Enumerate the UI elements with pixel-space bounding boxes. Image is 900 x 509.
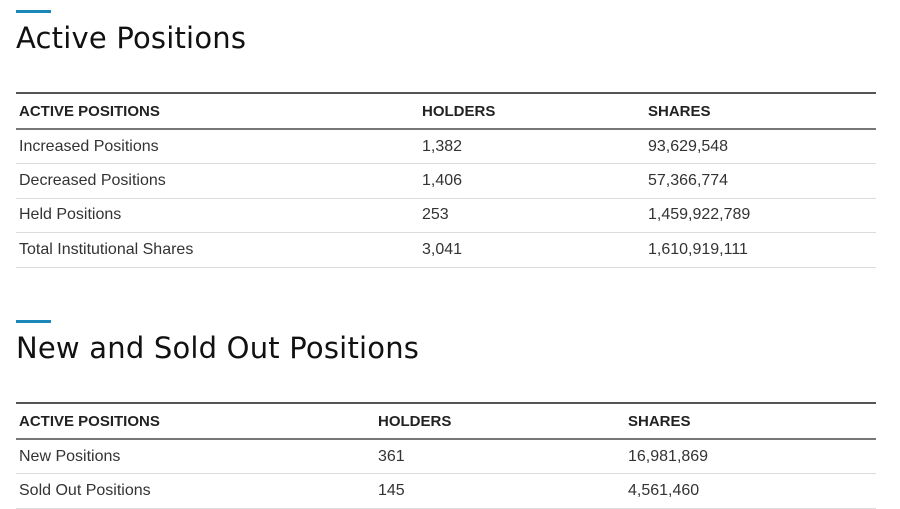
row-holders: 1,406 <box>419 163 645 199</box>
column-header-shares: SHARES <box>625 402 876 440</box>
row-label: Increased Positions <box>16 129 419 164</box>
column-header-holders: HOLDERS <box>375 402 625 440</box>
row-shares: 16,981,869 <box>625 439 876 474</box>
row-shares: 4,561,460 <box>625 473 876 509</box>
row-holders: 145 <box>375 473 625 509</box>
section-title: Active Positions <box>16 21 247 55</box>
table-row: Held Positions 253 1,459,922,789 <box>16 198 876 233</box>
row-label: New Positions <box>16 439 375 474</box>
table-row: Total Institutional Shares 3,041 1,610,9… <box>16 232 876 268</box>
row-shares: 1,459,922,789 <box>645 198 876 233</box>
row-shares: 1,610,919,111 <box>645 232 876 268</box>
column-header-holders: HOLDERS <box>419 92 645 130</box>
row-label: Sold Out Positions <box>16 473 375 509</box>
column-header-shares: SHARES <box>645 92 876 130</box>
new-and-sold-out-section: New and Sold Out Positions ACTIVE POSITI… <box>16 310 876 509</box>
column-header-positions: ACTIVE POSITIONS <box>16 402 375 440</box>
table-header-row: ACTIVE POSITIONS HOLDERS SHARES <box>16 92 876 130</box>
table-row: Decreased Positions 1,406 57,366,774 <box>16 163 876 199</box>
section-accent-bar <box>16 10 51 13</box>
table-row: New Positions 361 16,981,869 <box>16 439 876 474</box>
row-holders: 253 <box>419 198 645 233</box>
active-positions-table: ACTIVE POSITIONS HOLDERS SHARES Increase… <box>16 92 876 268</box>
active-positions-section: Active Positions ACTIVE POSITIONS HOLDER… <box>16 0 876 268</box>
row-label: Decreased Positions <box>16 163 419 199</box>
section-accent-bar <box>16 320 51 323</box>
column-header-positions: ACTIVE POSITIONS <box>16 92 419 130</box>
table-row: Increased Positions 1,382 93,629,548 <box>16 129 876 164</box>
row-label: Held Positions <box>16 198 419 233</box>
row-label: Total Institutional Shares <box>16 232 419 268</box>
row-holders: 3,041 <box>419 232 645 268</box>
row-shares: 57,366,774 <box>645 163 876 199</box>
table-row: Sold Out Positions 145 4,561,460 <box>16 473 876 509</box>
row-shares: 93,629,548 <box>645 129 876 164</box>
table-header-row: ACTIVE POSITIONS HOLDERS SHARES <box>16 402 876 440</box>
new-and-sold-out-table: ACTIVE POSITIONS HOLDERS SHARES New Posi… <box>16 402 876 509</box>
section-title: New and Sold Out Positions <box>16 331 420 365</box>
row-holders: 1,382 <box>419 129 645 164</box>
row-holders: 361 <box>375 439 625 474</box>
